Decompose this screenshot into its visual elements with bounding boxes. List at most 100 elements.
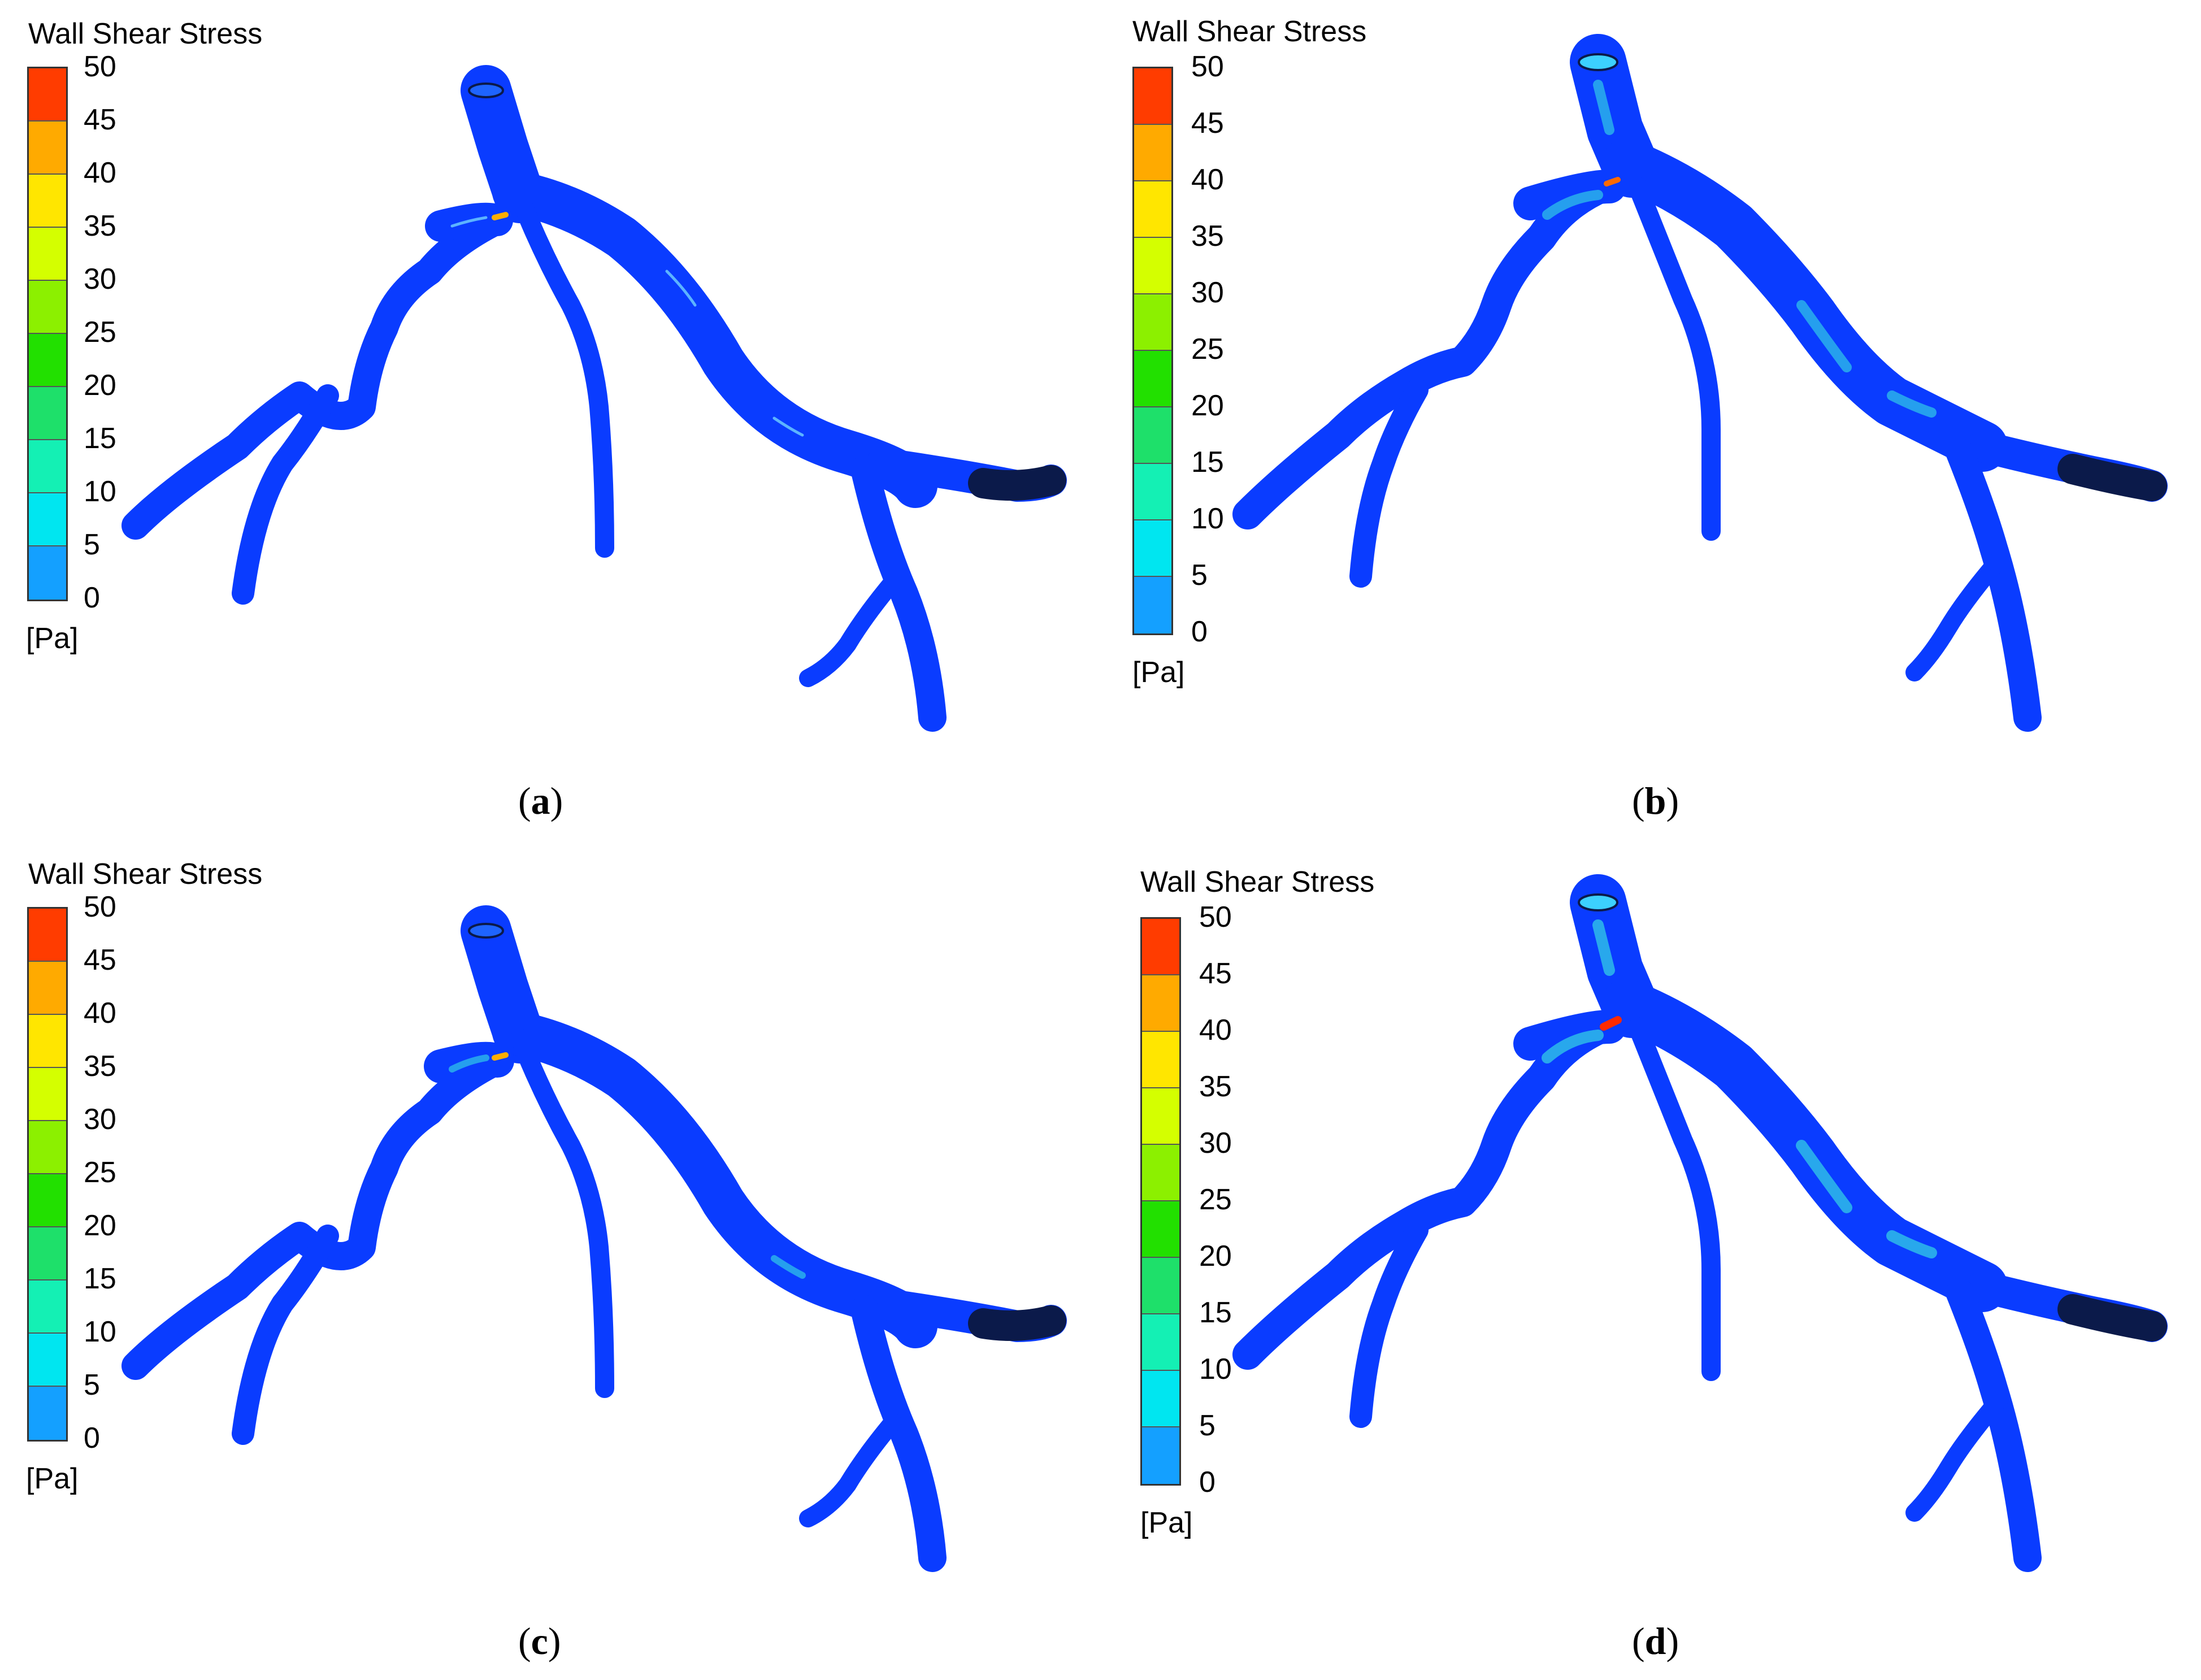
colorbar-tick-label: 45 <box>1199 957 1232 990</box>
panel-caption: (d) <box>1632 1620 1679 1662</box>
colorbar-tick-label: 20 <box>1199 1240 1232 1273</box>
colorbar-band <box>1142 975 1179 1032</box>
vessel-outlet-dark <box>968 1305 1066 1341</box>
vessel-body <box>121 905 1067 1572</box>
colorbar-tick-label: 10 <box>84 1316 116 1348</box>
colorbar-tick-label: 45 <box>1191 107 1224 140</box>
colorbar-tick-label: 30 <box>84 263 116 296</box>
colorbar-band <box>1134 577 1171 633</box>
panel-caption: (b) <box>1632 779 1679 822</box>
colorbar-band <box>1142 1258 1179 1314</box>
colorbar-tick-label: 40 <box>1199 1014 1232 1047</box>
vessel-tree-b <box>1232 34 2168 732</box>
legend-unit: [Pa] <box>1140 1507 1193 1539</box>
vessel-hotspot <box>1600 1016 1622 1031</box>
colorbar-band <box>29 962 66 1015</box>
colorbar-band <box>29 909 66 962</box>
colorbar-band <box>29 68 66 121</box>
colorbar-band <box>29 1334 66 1387</box>
panel-caption: (a) <box>518 779 563 822</box>
colorbar-band <box>29 440 66 493</box>
colorbar-band <box>29 1068 66 1121</box>
legend-unit: [Pa] <box>26 1462 79 1495</box>
vessel-body <box>1232 34 2168 732</box>
vessel-highlights <box>1542 80 1937 418</box>
colorbar-band <box>29 334 66 387</box>
colorbar <box>27 67 68 601</box>
vessel-tree-d <box>1232 874 2168 1572</box>
colorbar-tick-label: 5 <box>1191 559 1208 592</box>
colorbar-band <box>29 281 66 334</box>
panel-a: Wall Shear Stress 50 45 40 35 30 25 20 15 10 5 0 [… <box>0 0 1100 840</box>
colorbar-tick-label: 40 <box>84 157 116 189</box>
colorbar-tick-label: 35 <box>1199 1070 1232 1103</box>
colorbar-band <box>1142 1371 1179 1427</box>
colorbar-tick-label: 15 <box>84 1262 116 1295</box>
colorbar-band <box>1134 351 1171 407</box>
legend-title: Wall Shear Stress <box>28 18 263 50</box>
vessel-body <box>1232 874 2168 1572</box>
vessel-outlet-dark <box>2057 1294 2167 1342</box>
colorbar-tick-label: 35 <box>84 1050 116 1083</box>
colorbar-tick-label: 30 <box>1199 1127 1232 1160</box>
panel-caption: (c) <box>518 1620 561 1662</box>
colorbar-tick-label: 40 <box>84 997 116 1030</box>
vessel-outlet-dark <box>968 465 1066 501</box>
colorbar-band <box>29 546 66 600</box>
colorbar-band <box>1134 520 1171 577</box>
colorbar-band <box>1134 238 1171 294</box>
panel-d: Wall Shear Stress 50 45 40 35 30 25 20 15 10 5 0 [… <box>1101 840 2201 1680</box>
colorbar-band <box>1134 294 1171 351</box>
colorbar-tick-label: 40 <box>1191 163 1224 196</box>
colorbar-tick-label: 10 <box>1199 1353 1232 1386</box>
legend-title: Wall Shear Stress <box>28 858 263 891</box>
vessel-hotspot <box>492 1052 509 1061</box>
colorbar-tick-label: 25 <box>84 316 116 349</box>
colorbar-tick-label: 20 <box>1191 389 1224 422</box>
vessel-hotspot <box>492 212 509 220</box>
colorbar-band <box>29 387 66 440</box>
colorbar-band <box>1142 1314 1179 1371</box>
colorbar-tick-label: 15 <box>1199 1296 1232 1329</box>
colorbar-band <box>29 1174 66 1227</box>
colorbar-band <box>1142 1201 1179 1258</box>
legend-title: Wall Shear Stress <box>1132 15 1367 48</box>
colorbar-band <box>29 1121 66 1174</box>
colorbar-tick-label: 35 <box>84 210 116 242</box>
colorbar-band <box>1142 1145 1179 1201</box>
colorbar-tick-label: 50 <box>84 50 116 83</box>
legend-title: Wall Shear Stress <box>1140 866 1375 898</box>
colorbar-tick-label: 30 <box>84 1103 116 1136</box>
colorbar-tick-label: 45 <box>84 103 116 136</box>
colorbar-band <box>29 175 66 228</box>
colorbar <box>1140 917 1181 1486</box>
colorbar-tick-label: 25 <box>84 1156 116 1189</box>
colorbar-band <box>1142 1032 1179 1088</box>
colorbar-tick-label: 5 <box>1199 1409 1215 1442</box>
colorbar-tick-label: 35 <box>1191 220 1224 253</box>
colorbar-tick-label: 0 <box>1199 1466 1215 1499</box>
vessel-hotspot <box>1604 177 1621 186</box>
colorbar-band <box>1142 1088 1179 1145</box>
colorbar-tick-label: 0 <box>84 1422 100 1455</box>
colorbar-band <box>1134 125 1171 181</box>
colorbar <box>1132 67 1173 635</box>
vessel-tree-a <box>121 65 1067 732</box>
colorbar-tick-label: 15 <box>84 422 116 455</box>
colorbar-tick-label: 45 <box>84 944 116 976</box>
colorbar-band <box>29 1387 66 1440</box>
colorbar-tick-label: 25 <box>1191 333 1224 366</box>
vessel-outlet-dark <box>2057 454 2167 501</box>
colorbar-band <box>29 493 66 546</box>
colorbar-band <box>1134 181 1171 238</box>
colorbar-band <box>29 1227 66 1280</box>
colorbar-tick-label: 20 <box>84 1209 116 1242</box>
colorbar-band <box>1142 1427 1179 1484</box>
vessel-highlights <box>1542 919 1937 1258</box>
colorbar-tick-label: 50 <box>1191 50 1224 83</box>
colorbar-band <box>1142 919 1179 975</box>
colorbar-band <box>29 1015 66 1068</box>
colorbar-tick-label: 30 <box>1191 276 1224 309</box>
colorbar-band <box>29 228 66 281</box>
vessel-highlights <box>449 1054 806 1279</box>
